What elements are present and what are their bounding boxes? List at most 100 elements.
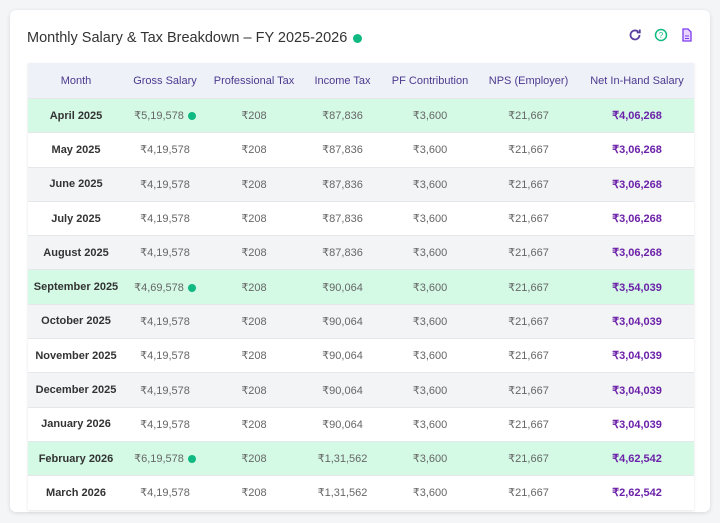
cell-value: ₹208 xyxy=(241,178,267,191)
cell-value: June 2025 xyxy=(49,178,103,191)
cell-value: ₹21,667 xyxy=(508,315,549,328)
table-row: July 2025 ₹4,19,578 ₹208 ₹87,836 ₹3,600 ₹21,6… xyxy=(28,201,694,236)
cell-value: October 2025 xyxy=(41,315,111,328)
refresh-icon[interactable] xyxy=(628,28,642,42)
cell-value: ₹4,62,542 xyxy=(612,453,662,466)
cell-value: ₹90,064 xyxy=(322,350,363,363)
cell-value: ₹21,667 xyxy=(508,384,549,397)
info-dot-icon[interactable] xyxy=(187,112,196,121)
cell-value: ₹208 xyxy=(241,487,267,500)
nps-cell: ₹21,667 xyxy=(477,441,580,476)
pf-cell: ₹3,600 xyxy=(383,201,477,236)
column-header[interactable]: NPS (Employer) xyxy=(477,63,580,99)
cell-value: ₹4,69,578 xyxy=(134,281,184,294)
column-header[interactable]: Gross Salary xyxy=(124,63,206,99)
professional-tax-cell: ₹208 xyxy=(206,167,302,202)
cell-value: ₹3,600 xyxy=(412,315,448,328)
table-row: March 2026 ₹4,19,578 ₹208 ₹1,31,562 ₹3,600 ₹2… xyxy=(28,475,694,510)
table-row: January 2026 ₹4,19,578 ₹208 ₹90,064 ₹3,600 ₹2… xyxy=(28,407,694,442)
cell-value: ₹90,064 xyxy=(322,418,363,431)
nps-cell: ₹21,667 xyxy=(477,98,580,133)
cell-value: ₹4,19,578 xyxy=(140,144,190,157)
cell-value: ₹21,667 xyxy=(508,418,549,431)
cell-value: July 2025 xyxy=(51,212,101,225)
cell-value: ₹3,600 xyxy=(412,247,448,260)
month-cell: May 2025 xyxy=(28,132,124,168)
net-salary-cell: ₹3,04,039 xyxy=(580,304,694,339)
pf-cell: ₹3,600 xyxy=(383,441,477,476)
column-header[interactable]: PF Contribution xyxy=(383,63,477,99)
cell-value: November 2025 xyxy=(35,349,117,362)
income-tax-cell: ₹87,836 xyxy=(302,201,383,236)
nps-cell: ₹21,667 xyxy=(477,372,580,408)
table-row: April 2025 ₹5,19,578 ₹208 ₹87,836 ₹3,600 ₹21,… xyxy=(28,98,694,133)
gross-salary-cell: ₹4,19,578 xyxy=(124,304,206,339)
column-header[interactable]: Professional Tax xyxy=(206,63,302,99)
cell-value: September 2025 xyxy=(33,281,119,294)
column-header[interactable]: Income Tax xyxy=(302,63,383,99)
cell-value: April 2025 xyxy=(49,109,103,122)
card-header: Monthly Salary & Tax Breakdown – FY 2025… xyxy=(27,30,363,46)
pf-cell: ₹3,600 xyxy=(383,304,477,339)
gross-salary-cell: ₹4,19,578 xyxy=(124,338,206,373)
cell-value: ₹1,31,562 xyxy=(317,453,368,466)
gross-salary-cell: ₹4,19,578 xyxy=(124,235,206,270)
nps-cell: ₹21,667 xyxy=(477,201,580,236)
month-cell: December 2025 xyxy=(28,372,124,408)
salary-table: Month Gross Salary Professional Tax Income … xyxy=(28,63,694,510)
cell-value: ₹21,667 xyxy=(508,178,549,191)
gross-salary-cell: ₹4,19,578 xyxy=(124,201,206,236)
cell-value: ₹208 xyxy=(241,247,267,260)
month-cell: September 2025 xyxy=(28,269,124,305)
net-salary-cell: ₹3,04,039 xyxy=(580,372,694,408)
table-header: Month Gross Salary Professional Tax Income … xyxy=(28,63,694,99)
card-title: Monthly Salary & Tax Breakdown – FY 2025… xyxy=(27,30,348,46)
income-tax-cell: ₹90,064 xyxy=(302,407,383,442)
document-icon[interactable] xyxy=(680,28,694,42)
cell-value: ₹3,600 xyxy=(412,384,448,397)
gross-salary-cell: ₹6,19,578 xyxy=(124,441,206,476)
net-salary-cell: ₹2,62,542 xyxy=(580,475,694,510)
table-row: October 2025 ₹4,19,578 ₹208 ₹90,064 ₹3,600 ₹2… xyxy=(28,304,694,339)
month-cell: April 2025 xyxy=(28,98,124,133)
net-salary-cell: ₹3,04,039 xyxy=(580,338,694,373)
cell-value: ₹208 xyxy=(241,350,267,363)
cell-value: ₹1,31,562 xyxy=(317,487,368,500)
table-row: September 2025 ₹4,69,578 ₹208 ₹90,064 ₹3,600… xyxy=(28,269,694,305)
column-header[interactable]: Net In-Hand Salary xyxy=(580,63,694,99)
help-icon[interactable]: ? xyxy=(654,28,668,42)
cell-value: August 2025 xyxy=(43,246,109,259)
column-header[interactable]: Month xyxy=(28,63,124,99)
cell-value: ₹3,600 xyxy=(412,178,448,191)
month-cell: January 2026 xyxy=(28,407,124,442)
professional-tax-cell: ₹208 xyxy=(206,475,302,510)
cell-value: ₹3,600 xyxy=(412,213,448,226)
professional-tax-cell: ₹208 xyxy=(206,441,302,476)
cell-value: ₹3,600 xyxy=(412,144,448,157)
table-row: June 2025 ₹4,19,578 ₹208 ₹87,836 ₹3,600 ₹21,6… xyxy=(28,167,694,202)
professional-tax-cell: ₹208 xyxy=(206,201,302,236)
net-salary-cell: ₹3,06,268 xyxy=(580,201,694,236)
professional-tax-cell: ₹208 xyxy=(206,372,302,408)
gross-salary-cell: ₹4,19,578 xyxy=(124,475,206,510)
cell-value: ₹3,600 xyxy=(412,110,448,123)
cell-value: ₹208 xyxy=(241,315,267,328)
net-salary-cell: ₹4,06,268 xyxy=(580,98,694,133)
month-cell: March 2026 xyxy=(28,475,124,510)
cell-value: ₹21,667 xyxy=(508,247,549,260)
professional-tax-cell: ₹208 xyxy=(206,338,302,373)
nps-cell: ₹21,667 xyxy=(477,235,580,270)
info-dot-icon[interactable] xyxy=(187,455,196,464)
net-salary-cell: ₹4,62,542 xyxy=(580,441,694,476)
cell-value: ₹3,600 xyxy=(412,281,448,294)
gross-salary-cell: ₹4,69,578 xyxy=(124,269,206,305)
cell-value: ₹3,06,268 xyxy=(612,144,662,157)
info-dot-icon[interactable] xyxy=(187,283,196,292)
status-dot-icon xyxy=(353,33,363,43)
pf-cell: ₹3,600 xyxy=(383,132,477,168)
cell-value: ₹3,600 xyxy=(412,487,448,500)
cell-value: ₹4,19,578 xyxy=(140,213,190,226)
nps-cell: ₹21,667 xyxy=(477,167,580,202)
net-salary-cell: ₹3,06,268 xyxy=(580,132,694,168)
income-tax-cell: ₹87,836 xyxy=(302,167,383,202)
